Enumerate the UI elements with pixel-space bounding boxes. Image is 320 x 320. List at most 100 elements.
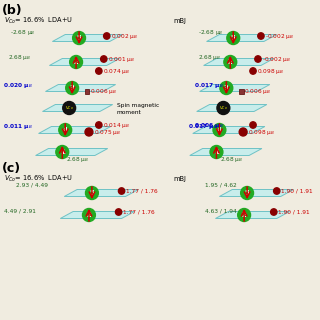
Circle shape: [258, 33, 264, 39]
Text: 1: 1: [214, 149, 219, 155]
Circle shape: [63, 101, 76, 115]
Polygon shape: [36, 148, 108, 156]
Text: 0.006 μ$_B$: 0.006 μ$_B$: [244, 86, 271, 95]
Circle shape: [100, 56, 107, 62]
Circle shape: [83, 209, 95, 221]
Text: 4.63 / 1.94: 4.63 / 1.94: [204, 209, 236, 213]
Circle shape: [250, 122, 256, 128]
Text: 0.011 μ$_B$: 0.011 μ$_B$: [3, 122, 33, 131]
Text: $V_{Co}$: $V_{Co}$: [219, 104, 228, 112]
Circle shape: [104, 33, 110, 39]
Circle shape: [224, 55, 237, 68]
Text: 5: 5: [245, 190, 250, 196]
Circle shape: [213, 124, 226, 137]
Circle shape: [70, 55, 83, 68]
Text: $V_{Co}$= 16.6%  LDA+U: $V_{Co}$= 16.6% LDA+U: [4, 174, 73, 184]
Text: 0.098 μ$_B$: 0.098 μ$_B$: [248, 127, 275, 137]
Circle shape: [96, 68, 102, 74]
Polygon shape: [220, 189, 293, 196]
Text: 2: 2: [242, 212, 246, 218]
Text: 1.95 / 4.62: 1.95 / 4.62: [204, 182, 236, 188]
Text: -0.002 μ$_B$: -0.002 μ$_B$: [265, 31, 294, 41]
Circle shape: [217, 101, 230, 115]
Text: 0.002 μ$_B$: 0.002 μ$_B$: [111, 31, 138, 41]
Text: -2.68 μ$_B$: -2.68 μ$_B$: [198, 28, 223, 36]
Text: mBJ: mBJ: [173, 18, 186, 24]
Circle shape: [220, 82, 233, 94]
Text: 3: 3: [224, 85, 229, 91]
Circle shape: [210, 146, 223, 158]
Polygon shape: [197, 105, 267, 111]
Text: 2.93 / 4.49: 2.93 / 4.49: [16, 182, 48, 188]
Text: 2.68 μ$_B$: 2.68 μ$_B$: [66, 155, 90, 164]
Text: 2.68 μ$_B$: 2.68 μ$_B$: [220, 155, 244, 164]
Text: 2: 2: [87, 212, 91, 218]
Circle shape: [116, 209, 122, 215]
Circle shape: [85, 187, 98, 199]
Circle shape: [271, 209, 277, 215]
Polygon shape: [52, 35, 123, 42]
Text: mBJ: mBJ: [173, 176, 186, 182]
Text: 0.017 μ$_B$: 0.017 μ$_B$: [188, 122, 217, 131]
Text: (b): (b): [2, 4, 23, 17]
Text: 4: 4: [217, 127, 222, 133]
Circle shape: [59, 124, 72, 137]
Text: 0.075 μ$_B$: 0.075 μ$_B$: [94, 127, 121, 137]
Text: 1: 1: [60, 149, 65, 155]
Text: 0.006 μ$_B$: 0.006 μ$_B$: [90, 86, 117, 95]
Polygon shape: [190, 148, 262, 156]
Polygon shape: [43, 105, 113, 111]
Text: 3: 3: [70, 85, 75, 91]
Text: moment: moment: [116, 109, 141, 115]
Text: 0.001 μ$_B$: 0.001 μ$_B$: [108, 54, 135, 63]
Circle shape: [274, 188, 280, 194]
Polygon shape: [193, 126, 265, 133]
Polygon shape: [64, 189, 138, 196]
Polygon shape: [60, 212, 134, 219]
Text: Spin magnetic: Spin magnetic: [116, 102, 159, 108]
Polygon shape: [215, 212, 290, 219]
Text: 0.074 μ$_B$: 0.074 μ$_B$: [103, 67, 130, 76]
Circle shape: [56, 146, 69, 158]
Circle shape: [85, 128, 93, 136]
Circle shape: [239, 128, 247, 136]
Polygon shape: [38, 126, 111, 133]
Text: 1.90 / 1.91: 1.90 / 1.91: [281, 188, 312, 194]
Bar: [239, 89, 244, 93]
Text: 4.49 / 2.91: 4.49 / 2.91: [4, 209, 36, 213]
Text: 1.77 / 1.76: 1.77 / 1.76: [123, 210, 154, 214]
Text: 2.68 μ$_B$: 2.68 μ$_B$: [198, 52, 221, 61]
Circle shape: [96, 122, 102, 128]
Circle shape: [118, 188, 125, 194]
Circle shape: [255, 56, 261, 62]
Text: 2: 2: [228, 59, 233, 65]
Circle shape: [66, 82, 79, 94]
Text: 5: 5: [77, 35, 82, 41]
Bar: [84, 89, 90, 93]
Circle shape: [241, 187, 253, 199]
Polygon shape: [49, 59, 120, 66]
Text: -2.68 μ$_B$: -2.68 μ$_B$: [10, 28, 35, 36]
Text: -0.002 μ$_B$: -0.002 μ$_B$: [262, 54, 291, 63]
Text: 1.77 / 1.76: 1.77 / 1.76: [125, 188, 157, 194]
Polygon shape: [204, 59, 274, 66]
Circle shape: [238, 209, 251, 221]
Polygon shape: [207, 35, 277, 42]
Polygon shape: [45, 84, 116, 92]
Text: 0.020 μ$_B$: 0.020 μ$_B$: [3, 81, 33, 90]
Text: 2.68 μ$_B$: 2.68 μ$_B$: [8, 52, 31, 61]
Text: $V_{Co}$= 16.6%  LDA+U: $V_{Co}$= 16.6% LDA+U: [4, 16, 73, 26]
Text: 5: 5: [231, 35, 236, 41]
Text: 0.006 μ$_B$: 0.006 μ$_B$: [194, 121, 223, 130]
Circle shape: [250, 68, 256, 74]
Circle shape: [227, 31, 240, 44]
Circle shape: [73, 31, 85, 44]
Text: 0.017 μ$_B$: 0.017 μ$_B$: [194, 81, 223, 90]
Text: 4: 4: [63, 127, 68, 133]
Text: (c): (c): [2, 162, 21, 174]
Text: 0.014 μ$_B$: 0.014 μ$_B$: [103, 121, 130, 130]
Text: 5: 5: [90, 190, 94, 196]
Polygon shape: [200, 84, 270, 92]
Text: 1.90 / 1.91: 1.90 / 1.91: [278, 210, 309, 214]
Text: 0.098 μ$_B$: 0.098 μ$_B$: [257, 67, 284, 76]
